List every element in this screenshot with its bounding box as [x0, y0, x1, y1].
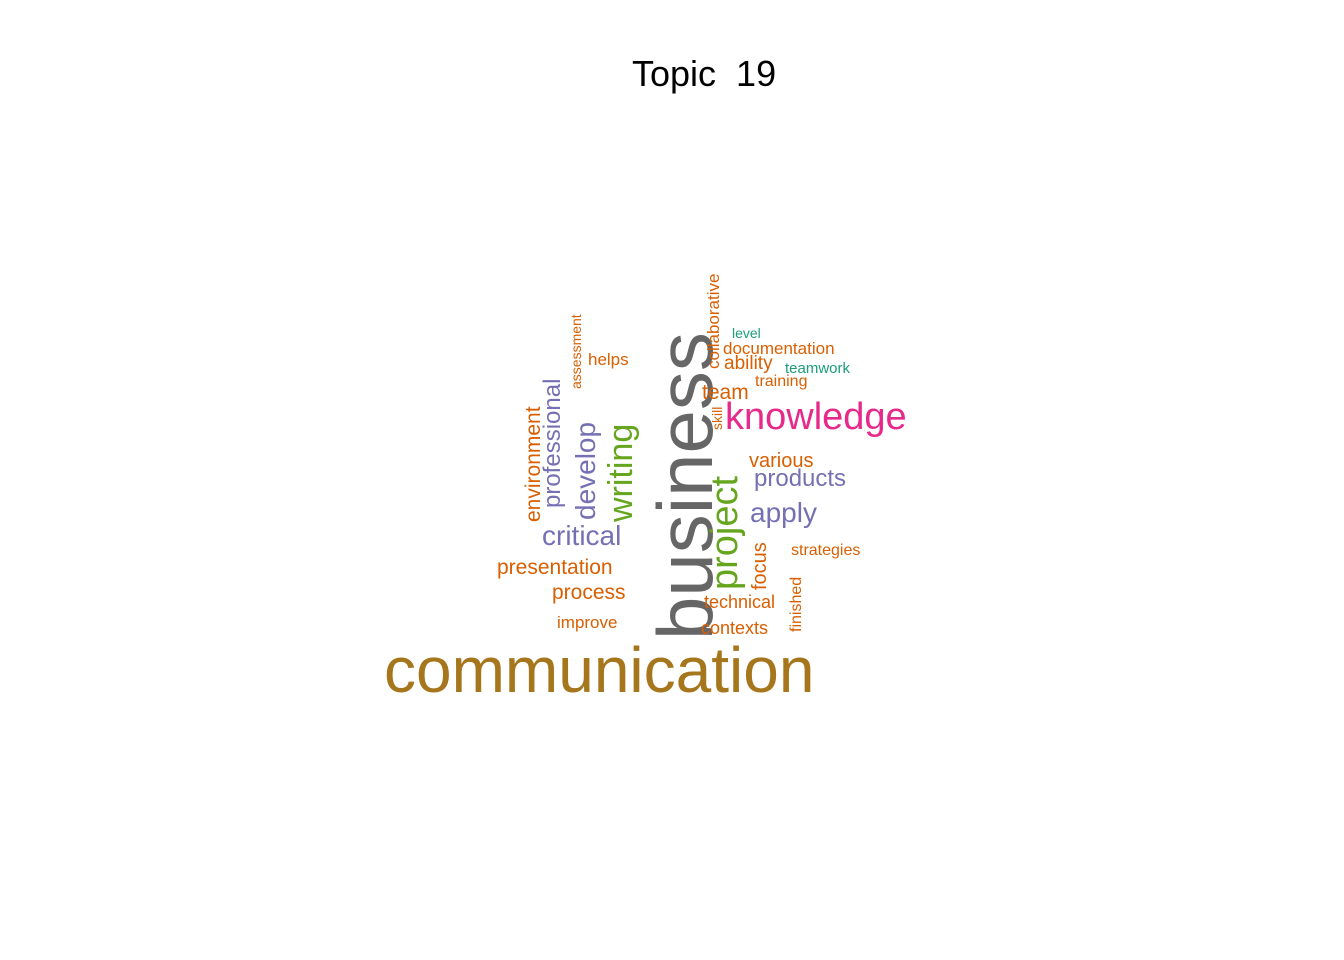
word-process: process	[552, 581, 626, 604]
word-environment: environment	[522, 406, 545, 522]
word-critical: critical	[542, 520, 622, 551]
word-communication: communication	[384, 634, 815, 706]
word-helps: helps	[588, 350, 629, 369]
word-training: training	[755, 373, 808, 390]
word-products: products	[754, 465, 847, 492]
word-knowledge: knowledge	[725, 396, 907, 438]
word-focus: focus	[749, 542, 771, 590]
word-teamwork: teamwork	[785, 360, 851, 377]
word-writing: writing	[602, 423, 640, 522]
word-skill: skill	[709, 406, 725, 430]
word-technical: technical	[704, 592, 776, 612]
word-improve: improve	[557, 613, 618, 632]
word-apply: apply	[750, 497, 817, 528]
word-assessment: assessment	[568, 314, 584, 389]
word-level: level	[732, 325, 761, 341]
word-ability: ability	[724, 353, 773, 374]
word-collaborative: collaborative	[704, 273, 723, 369]
word-project: project	[704, 475, 746, 590]
word-team: team	[702, 381, 749, 404]
word-presentation: presentation	[497, 556, 613, 579]
word-various: various	[749, 450, 814, 472]
word-develop: develop	[570, 421, 601, 520]
word-contexts: contexts	[701, 618, 769, 638]
chart-title: Topic 19	[632, 53, 777, 94]
word-strategies: strategies	[791, 542, 861, 559]
word-finished: finished	[788, 576, 805, 632]
word-documentation: documentation	[723, 339, 835, 358]
